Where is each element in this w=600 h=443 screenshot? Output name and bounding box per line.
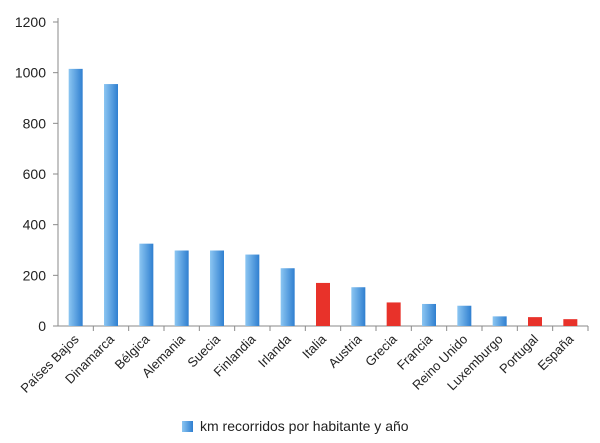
y-tick-label: 1000 bbox=[15, 65, 46, 81]
category-labels: Países BajosDinamarcaBélgicaAlemaniaSuec… bbox=[18, 331, 577, 396]
bar bbox=[104, 84, 118, 326]
bar bbox=[563, 319, 578, 326]
bar bbox=[422, 303, 436, 326]
bar bbox=[68, 68, 83, 326]
y-tick-label: 200 bbox=[23, 267, 47, 283]
axes: 0 200 400 600 800 1000 1200 bbox=[15, 14, 589, 334]
y-tick-label: 600 bbox=[23, 166, 47, 182]
y-tick-label: 800 bbox=[23, 115, 47, 131]
bar bbox=[245, 254, 260, 326]
y-tick-label: 400 bbox=[23, 217, 47, 233]
y-tick-label: 0 bbox=[38, 318, 46, 334]
bar bbox=[316, 282, 330, 326]
x-tick-label: Portugal bbox=[496, 331, 541, 376]
bar bbox=[210, 250, 224, 326]
bar bbox=[174, 250, 189, 326]
bar bbox=[139, 243, 154, 326]
x-tick-label: Austria bbox=[325, 331, 365, 371]
bar bbox=[528, 317, 542, 326]
legend: km recorridos por habitante y año bbox=[182, 418, 409, 434]
x-tick-label: Italia bbox=[299, 331, 330, 362]
legend-label: km recorridos por habitante y año bbox=[200, 418, 409, 434]
x-tick-label: Irlanda bbox=[255, 331, 294, 370]
bar bbox=[280, 268, 295, 326]
bar bbox=[351, 287, 366, 326]
bar bbox=[492, 316, 507, 326]
legend-swatch bbox=[182, 420, 193, 432]
bars bbox=[68, 68, 578, 326]
y-tick-label: 1200 bbox=[15, 14, 46, 30]
bar bbox=[457, 305, 472, 326]
x-tick-label: España bbox=[535, 331, 577, 373]
bar bbox=[386, 302, 401, 326]
